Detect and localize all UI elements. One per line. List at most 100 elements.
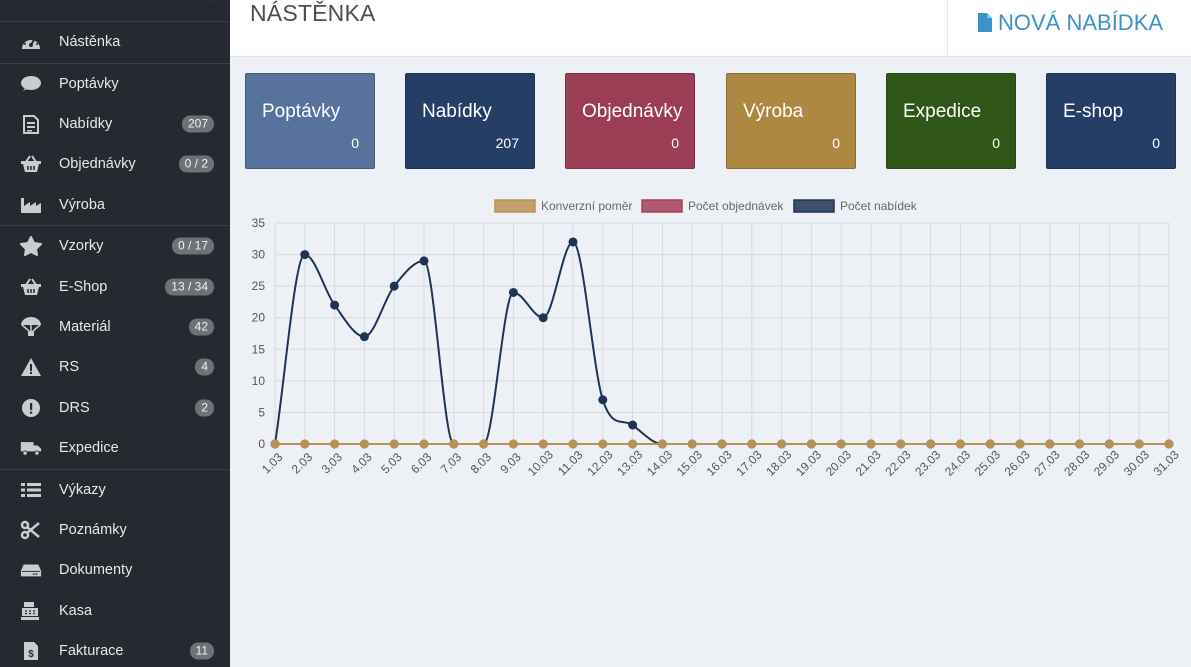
sidebar-item-material[interactable]: Materiál 42: [0, 307, 230, 347]
x-tick-label: 3.03: [319, 450, 346, 477]
sidebar-item-rs[interactable]: RS 4: [0, 347, 230, 387]
file-icon: [978, 13, 992, 32]
data-point-konverzni-pomer: [389, 439, 399, 449]
stat-tile-count: 207: [495, 135, 519, 151]
sidebar-item-count-badge: 11: [189, 642, 214, 660]
x-tick-label: 14.03: [644, 447, 675, 478]
data-point-konverzni-pomer: [836, 439, 846, 449]
page-title: NÁSTĚNKA: [250, 0, 376, 26]
data-point-konverzni-pomer: [538, 439, 548, 449]
sidebar-item-fakturace[interactable]: $ Fakturace 11: [0, 631, 230, 667]
data-point-konverzni-pomer: [1164, 439, 1174, 449]
data-point-konverzni-pomer: [1104, 439, 1114, 449]
x-tick-label: 1.03: [259, 450, 286, 477]
x-tick-label: 28.03: [1061, 447, 1092, 478]
sidebar-item-label: Fakturace: [59, 643, 124, 659]
x-tick-label: 27.03: [1031, 447, 1062, 478]
stat-tile-poptavky[interactable]: Poptávky 0: [245, 73, 375, 169]
speech-bubble-icon: [20, 74, 42, 94]
data-point-konverzni-pomer: [1134, 439, 1144, 449]
x-tick-label: 2.03: [289, 450, 316, 477]
factory-icon: [20, 195, 42, 215]
y-tick-label: 35: [252, 216, 266, 230]
y-tick-label: 10: [252, 374, 266, 388]
x-tick-label: 24.03: [942, 447, 973, 478]
sidebar-collapsed-module-selector[interactable]: [0, 0, 230, 22]
sidebar-item-label: Výkazy: [59, 482, 106, 498]
data-point-konverzni-pomer: [1045, 439, 1055, 449]
data-point-konverzni-pomer: [955, 439, 965, 449]
data-point-konverzni-pomer: [628, 439, 638, 449]
new-offer-button[interactable]: NOVÁ NABÍDKA: [947, 0, 1191, 57]
legend-item: Počet nabídek: [793, 199, 918, 213]
sidebar-item-e-shop[interactable]: E-Shop 13 / 34: [0, 267, 230, 307]
sidebar-item-count-badge: 0 / 2: [178, 155, 214, 173]
stat-tile-expedice[interactable]: Expedice 0: [886, 73, 1016, 169]
sidebar-divider: [0, 469, 230, 470]
stat-tile-count: 0: [992, 135, 1000, 151]
list-icon: [20, 480, 42, 500]
stat-tile-vyroba[interactable]: Výroba 0: [726, 73, 856, 169]
sidebar-item-vyroba[interactable]: Výroba: [0, 185, 230, 225]
sidebar-item-dokumenty[interactable]: Dokumenty: [0, 550, 230, 590]
x-tick-label: 5.03: [378, 450, 405, 477]
data-point-pocet-nabidek: [598, 395, 608, 405]
x-tick-label: 12.03: [584, 447, 615, 478]
stat-tile-e-shop[interactable]: E-shop 0: [1046, 73, 1176, 169]
data-point-konverzni-pomer: [717, 439, 727, 449]
x-tick-label: 29.03: [1091, 447, 1122, 478]
sidebar-item-nastenka[interactable]: Nástěnka: [0, 22, 230, 62]
legend-label: Konverzní poměr: [541, 199, 632, 213]
legend-label: Počet nabídek: [840, 199, 918, 213]
data-point-konverzni-pomer: [747, 439, 757, 449]
sidebar-item-label: Poznámky: [59, 522, 127, 538]
stat-tile-title: E-shop: [1063, 101, 1124, 122]
new-offer-label: NOVÁ NABÍDKA: [998, 9, 1164, 35]
sidebar-item-drs[interactable]: DRS 2: [0, 388, 230, 428]
invoice-dollar-icon: $: [20, 641, 42, 661]
document-list-icon: [20, 114, 42, 134]
x-tick-label: 6.03: [408, 450, 435, 477]
sidebar-item-poznamky[interactable]: Poznámky: [0, 510, 230, 550]
x-tick-label: 30.03: [1121, 447, 1152, 478]
data-point-konverzni-pomer: [330, 439, 340, 449]
sidebar-item-count-badge: 2: [195, 399, 214, 417]
legend-item: Počet objednávek: [641, 199, 784, 213]
sidebar-item-vykazy[interactable]: Výkazy: [0, 470, 230, 510]
data-point-konverzni-pomer: [449, 439, 459, 449]
sidebar-item-vzorky[interactable]: Vzorky 0 / 17: [0, 226, 230, 266]
data-point-pocet-nabidek: [419, 256, 429, 266]
sidebar-item-count-badge: 13 / 34: [165, 278, 214, 296]
data-point-konverzni-pomer: [1075, 439, 1085, 449]
sidebar-item-nabidky[interactable]: Nabídky 207: [0, 104, 230, 144]
page-header: NÁSTĚNKA NOVÁ NABÍDKA: [230, 0, 1191, 57]
data-point-konverzni-pomer: [300, 439, 310, 449]
data-point-konverzni-pomer: [806, 439, 816, 449]
sidebar-item-label: Expedice: [59, 440, 119, 456]
stat-tile-count: 0: [1152, 135, 1160, 151]
sidebar-item-label: Nabídky: [59, 116, 113, 132]
sidebar-item-expedice[interactable]: Expedice: [0, 428, 230, 468]
sidebar-divider: [0, 225, 230, 226]
x-tick-label: 17.03: [733, 447, 764, 478]
sidebar-item-label: Výroba: [59, 197, 105, 213]
data-point-pocet-nabidek: [300, 250, 310, 260]
sidebar-item-poptavky[interactable]: Poptávky: [0, 64, 230, 104]
stat-tile-objednavky[interactable]: Objednávky 0: [565, 73, 695, 169]
legend-swatch: [494, 199, 536, 213]
stat-tile-count: 0: [671, 135, 679, 151]
x-tick-label: 23.03: [912, 447, 943, 478]
data-point-pocet-nabidek: [508, 287, 518, 297]
sidebar-item-count-badge: 0 / 17: [171, 237, 214, 255]
x-tick-label: 18.03: [763, 447, 794, 478]
data-point-konverzni-pomer: [687, 439, 697, 449]
sidebar-item-label: Kasa: [59, 603, 93, 619]
x-tick-label: 15.03: [674, 447, 705, 478]
stat-tile-nabidky[interactable]: Nabídky 207: [405, 73, 535, 169]
sidebar-item-objednavky[interactable]: Objednávky 0 / 2: [0, 144, 230, 184]
sidebar-item-kasa[interactable]: Kasa: [0, 591, 230, 631]
y-tick-label: 20: [252, 311, 266, 325]
x-tick-label: 11.03: [555, 448, 586, 479]
y-tick-label: 15: [252, 342, 266, 356]
data-point-pocet-nabidek: [359, 332, 369, 342]
